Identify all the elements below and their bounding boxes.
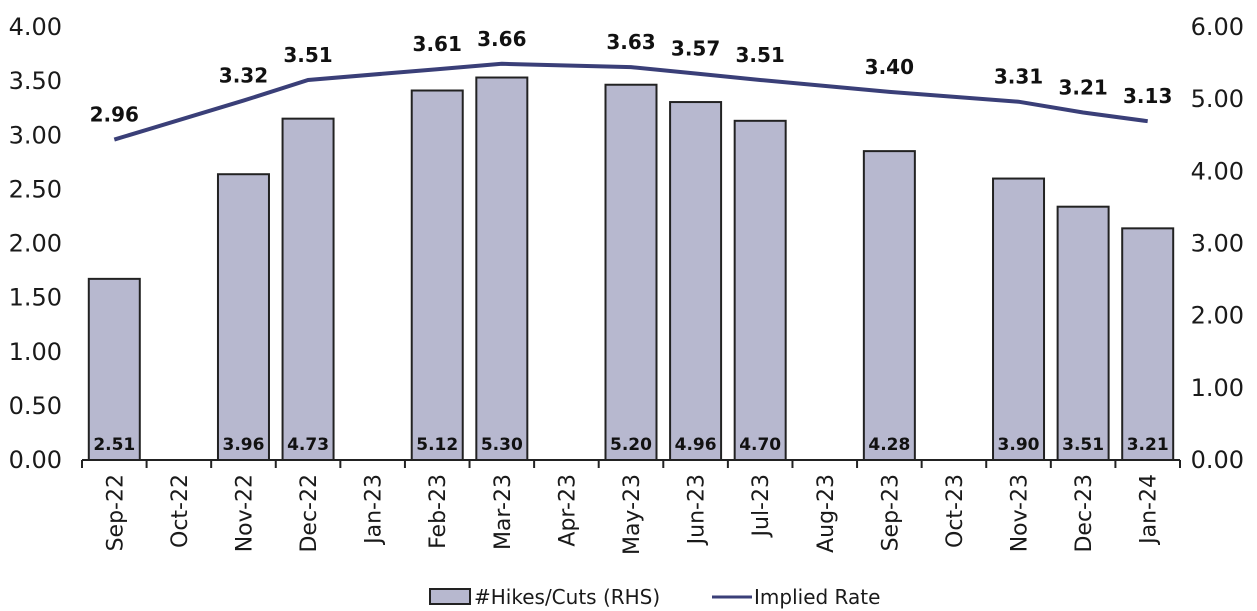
line-value-label: 3.13 bbox=[1123, 84, 1172, 108]
x-tick-label: Dec-22 bbox=[297, 474, 322, 553]
bar-may-23 bbox=[604, 83, 658, 461]
legend-bar-swatch bbox=[429, 588, 471, 605]
y-left-tick-label: 4.00 bbox=[9, 13, 62, 41]
line-value-label: 3.31 bbox=[994, 65, 1043, 89]
bar-value-label: 2.51 bbox=[93, 435, 135, 455]
y-right-tick-label: 5.00 bbox=[1191, 85, 1244, 113]
x-tick-label: Sep-23 bbox=[878, 474, 903, 551]
y-left-tick-label: 0.50 bbox=[9, 392, 62, 420]
line-value-label: 3.40 bbox=[865, 55, 914, 79]
bar-value-label: 4.96 bbox=[675, 435, 717, 455]
bar-value-label: 3.90 bbox=[998, 435, 1040, 455]
bar-jun-23 bbox=[669, 101, 723, 461]
x-tick-label: Jun-23 bbox=[685, 474, 710, 546]
y-left-tick-label: 3.50 bbox=[9, 67, 62, 95]
bar-sep-22 bbox=[87, 277, 141, 461]
bar-data-labels: 2.51 3.96 4.73 5.12 5.30 5.20 4.96 4.70 4.28 3.90… bbox=[93, 435, 1168, 455]
bar-nov-22 bbox=[216, 173, 270, 461]
bar-series bbox=[87, 76, 1175, 462]
bar-nov-23 bbox=[992, 177, 1046, 462]
line-value-label: 2.96 bbox=[90, 103, 139, 127]
bar-value-label: 5.20 bbox=[610, 435, 652, 455]
y-left-tick-label: 1.50 bbox=[9, 284, 62, 312]
x-tick-label: Apr-23 bbox=[555, 474, 580, 547]
bar-jan-24 bbox=[1121, 227, 1175, 461]
line-value-label: 3.57 bbox=[671, 37, 720, 61]
x-axis-ticks: Sep-22 Oct-22 Nov-22 Dec-22 Jan-23 Feb-23 Mar-… bbox=[81, 460, 1181, 555]
legend-line-label: Implied Rate bbox=[754, 585, 880, 609]
bar-dec-23 bbox=[1056, 205, 1110, 461]
bar-feb-23 bbox=[410, 89, 464, 462]
bar-jul-23 bbox=[733, 119, 787, 461]
bar-value-label: 5.12 bbox=[416, 435, 458, 455]
line-value-label: 3.63 bbox=[606, 30, 655, 54]
x-tick-label: Nov-22 bbox=[232, 474, 257, 552]
line-value-label: 3.32 bbox=[219, 64, 268, 88]
y-right-tick-label: 3.00 bbox=[1191, 230, 1244, 258]
line-value-label: 3.21 bbox=[1058, 76, 1107, 100]
x-tick-label: Sep-22 bbox=[103, 474, 128, 551]
bar-sep-23 bbox=[862, 150, 916, 461]
x-tick-label: Aug-23 bbox=[814, 474, 839, 553]
line-value-label: 3.61 bbox=[413, 32, 462, 56]
y-right-tick-label: 6.00 bbox=[1191, 13, 1244, 41]
bar-value-label: 3.51 bbox=[1062, 435, 1104, 455]
y-left-tick-label: 2.50 bbox=[9, 175, 62, 203]
implied-rate-line bbox=[113, 61, 1148, 142]
y-left-tick-label: 1.00 bbox=[9, 338, 62, 366]
y-right-tick-label: 0.00 bbox=[1191, 446, 1244, 474]
y-right-tick-label: 2.00 bbox=[1191, 302, 1244, 330]
bar-value-label: 4.73 bbox=[287, 435, 329, 455]
bar-dec-22 bbox=[281, 117, 335, 461]
bar-value-label: 4.70 bbox=[739, 435, 781, 455]
x-tick-label: Dec-23 bbox=[1072, 474, 1097, 553]
x-tick-label: Oct-22 bbox=[168, 474, 193, 548]
y-left-tick-label: 2.00 bbox=[9, 230, 62, 258]
y-axis-right: 0.00 1.00 2.00 3.00 4.00 5.00 6.00 bbox=[1191, 13, 1244, 474]
x-tick-label: May-23 bbox=[620, 474, 645, 555]
line-value-label: 3.66 bbox=[477, 27, 526, 51]
bar-value-label: 4.28 bbox=[868, 435, 910, 455]
bar-value-label: 5.30 bbox=[481, 435, 523, 455]
x-tick-label: Oct-23 bbox=[943, 474, 968, 548]
y-right-tick-label: 4.00 bbox=[1191, 157, 1244, 185]
line-value-label: 3.51 bbox=[735, 43, 784, 67]
legend: #Hikes/Cuts (RHS) Implied Rate bbox=[429, 585, 880, 609]
x-tick-label: Jan-24 bbox=[1137, 474, 1162, 546]
x-tick-label: Jul-23 bbox=[749, 474, 774, 538]
y-left-tick-label: 0.00 bbox=[9, 446, 62, 474]
bar-value-label: 3.21 bbox=[1127, 435, 1169, 455]
x-tick-label: Feb-23 bbox=[426, 474, 451, 549]
x-tick-label: Jan-23 bbox=[362, 474, 387, 546]
y-right-tick-label: 1.00 bbox=[1191, 374, 1244, 402]
legend-bar-label: #Hikes/Cuts (RHS) bbox=[474, 585, 660, 609]
y-axis-left: 0.00 0.50 1.00 1.50 2.00 2.50 3.00 3.50 4.00 bbox=[9, 13, 62, 474]
line-value-label: 3.51 bbox=[283, 43, 332, 67]
x-tick-label: Mar-23 bbox=[491, 474, 516, 550]
bar-value-label: 3.96 bbox=[222, 435, 264, 455]
y-left-tick-label: 3.00 bbox=[9, 121, 62, 149]
bar-mar-23 bbox=[475, 76, 529, 462]
line-data-labels: 2.96 3.32 3.51 3.61 3.66 3.63 3.57 3.51 3.40 3.31… bbox=[90, 27, 1173, 127]
x-tick-label: Nov-23 bbox=[1008, 474, 1033, 552]
